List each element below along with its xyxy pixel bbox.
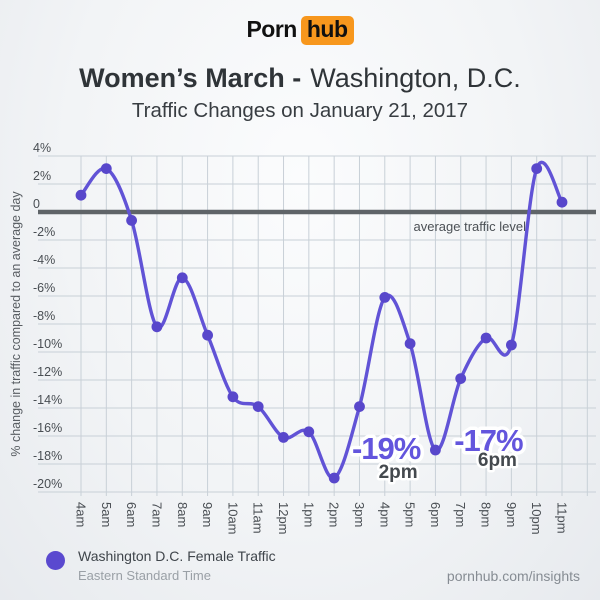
y-tick-label: -14% [33,393,62,407]
y-tick-label: -10% [33,337,62,351]
annotation-value: -19% [352,431,421,466]
x-tick-label: 5pm [403,502,418,527]
data-point-8am [176,272,188,284]
title-location: Washington, D.C. [310,63,521,93]
x-tick-label: 6pm [428,502,443,527]
y-tick-label: -4% [33,253,55,267]
data-point-1pm [303,426,315,438]
legend-dot [46,551,65,570]
data-point-10pm [531,163,543,174]
data-point-6pm [430,444,441,456]
page-subtitle: Traffic Changes on January 21, 2017 [131,99,469,122]
data-point-11am [252,401,264,412]
y-tick-label: -12% [33,365,62,379]
y-tick-label: -2% [33,225,55,239]
x-tick-label: 4pm [377,502,392,527]
data-point-4pm [379,292,391,303]
y-tick-label: 4% [33,141,51,155]
x-tick-label: 9am [200,502,215,527]
data-point-7am [151,321,163,333]
logo-hub-badge: hub [300,16,354,45]
x-tick-label: 10am [225,502,240,535]
y-tick-label: 0 [33,197,40,211]
y-tick-label: -20% [33,477,62,491]
x-tick-label: 7am [149,502,164,527]
data-point-7pm [455,373,467,384]
data-point-6am [126,215,137,226]
x-tick-label: 5am [99,502,114,527]
logo-text-porn: Porn [246,16,297,42]
legend-title: Washington D.C. Female Traffic [78,548,276,564]
x-tick-label: 10pm [529,502,544,535]
y-axis-title: % change in traffic compared to an avera… [9,191,23,457]
data-point-5am [100,163,112,174]
data-point-12pm [278,432,289,443]
data-point-3pm [354,401,365,412]
x-tick-label: 2pm [327,502,342,527]
traffic-line-chart: 4% 2% 0 -2% -4% -6% -8% -10% -12% -14% -16% -18% -20… [9,141,596,535]
legend-subtitle: Eastern Standard Time [78,568,211,583]
annotation-value: -17% [454,423,523,458]
y-tick-label: -6% [33,281,55,295]
pornhub-logo: Porn hub [0,16,600,45]
data-point-4am [75,189,87,201]
legend: Washington D.C. Female Traffic Eastern S… [78,548,276,583]
x-tick-label: 4am [74,502,89,527]
y-tick-label: -18% [33,449,62,463]
title-event: Women’s March - [79,63,302,93]
data-point-9am [202,329,214,341]
y-tick-label: -8% [33,309,55,323]
data-point-2pm [328,472,340,484]
annotation-time: 6pm [478,450,517,471]
x-tick-label: 6am [124,502,139,527]
x-tick-label: 7pm [453,502,468,527]
y-tick-label: 2% [33,169,51,183]
site-url: pornhub.com/insights [446,568,580,584]
x-tick-label: 8pm [479,502,494,527]
data-point-10am [227,391,239,403]
y-tick-label: -16% [33,421,62,435]
x-tick-label: 3pm [352,502,367,527]
x-tick-label: 11pm [555,502,570,534]
data-point-9pm [506,339,517,351]
x-tick-label: 11am [251,502,266,534]
x-tick-label: 9pm [504,502,519,527]
average-line-label: average traffic level [414,219,527,234]
annotation-time: 2pm [379,462,418,483]
page-title: Women’s March - Washington, D.C. [0,63,600,94]
x-tick-label: 8am [175,502,190,527]
x-tick-label: 12pm [276,502,291,535]
data-point-8pm [480,332,492,344]
data-point-5pm [404,338,416,349]
x-tick-label: 1pm [301,502,316,527]
data-point-11pm [556,196,568,208]
